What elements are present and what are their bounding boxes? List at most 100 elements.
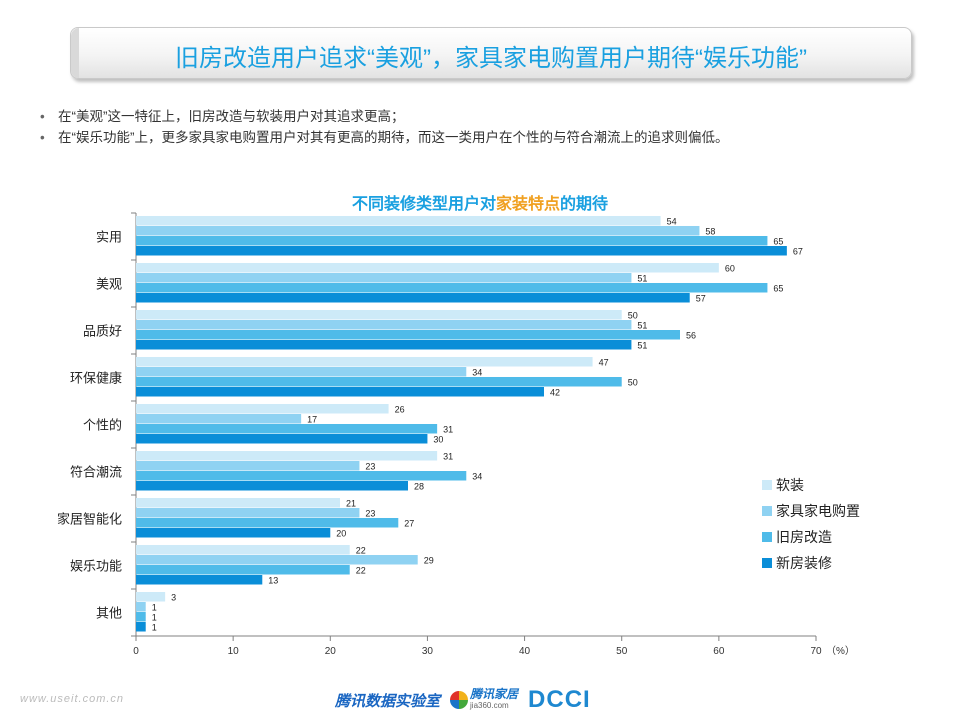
title-bar: 旧房改造用户追求“美观”，家具家电购置用户期待“娱乐功能” — [70, 27, 912, 79]
bar-2 — [136, 602, 146, 612]
bullet-text: 在“娱乐功能”上，更多家具家电购置用户对其有更高的期待，而这一类用户在个性的与符… — [58, 130, 729, 145]
bar-4 — [136, 246, 787, 256]
data-label: 28 — [414, 482, 424, 492]
x-tick-label: 50 — [616, 646, 628, 657]
bar-1 — [136, 357, 593, 367]
tencent-jiaju-logo-icon — [450, 691, 469, 709]
data-label: 67 — [793, 247, 803, 257]
category-label: 美观 — [96, 278, 122, 293]
data-label: 42 — [550, 388, 560, 398]
bar-2 — [136, 508, 360, 518]
bar-4 — [136, 434, 428, 444]
data-label: 60 — [725, 264, 735, 274]
bar-4 — [136, 528, 331, 538]
bar-2 — [136, 320, 632, 330]
bullet-dot: • — [40, 130, 45, 145]
data-label: 1 — [152, 603, 157, 613]
category-label: 其他 — [96, 607, 122, 622]
data-label: 23 — [365, 509, 375, 519]
bar-1 — [136, 216, 661, 226]
data-label: 57 — [696, 294, 706, 304]
legend-swatch — [762, 480, 772, 490]
category-label: 品质好 — [83, 325, 122, 340]
tencent-jiaju-logo-text: 腾讯家居 — [470, 687, 519, 701]
bar-2 — [136, 461, 360, 471]
legend-swatch — [762, 532, 772, 542]
x-tick-label: 70 — [810, 646, 822, 657]
data-label: 23 — [365, 462, 375, 472]
bar-2 — [136, 414, 302, 424]
bar-3 — [136, 518, 399, 528]
chart-title: 不同装修类型用户对家装特点的期待 — [0, 190, 960, 214]
bar-4 — [136, 387, 544, 397]
bar-2 — [136, 226, 700, 236]
data-label: 13 — [268, 576, 278, 586]
x-axis-unit: （%） — [826, 645, 855, 657]
category-label: 家居智能化 — [57, 512, 122, 528]
bar-1 — [136, 263, 719, 273]
data-label: 3 — [171, 593, 176, 603]
footer-website: www.useit.com.cn — [20, 693, 125, 705]
bar-3 — [136, 471, 467, 481]
data-label: 56 — [686, 331, 696, 341]
bar-1 — [136, 498, 340, 508]
bar-1 — [136, 451, 438, 461]
dcci-logo: DCCI — [528, 686, 591, 713]
data-label: 50 — [628, 378, 638, 388]
category-label: 个性的 — [83, 418, 122, 434]
data-label: 51 — [637, 274, 647, 284]
title-accent — [71, 28, 79, 78]
bar-1 — [136, 404, 389, 414]
bar-3 — [136, 330, 680, 340]
bar-3 — [136, 236, 768, 246]
bar-1 — [136, 545, 350, 555]
bar-4 — [136, 340, 632, 350]
bullet-item: • 在“美观”这一特征上，旧房改造与软装用户对其追求更高； — [40, 106, 920, 127]
data-label: 58 — [705, 227, 715, 237]
data-label: 47 — [599, 358, 609, 368]
bar-3 — [136, 565, 350, 575]
bullet-text: 在“美观”这一特征上，旧房改造与软装用户对其追求更高； — [58, 109, 405, 124]
data-label: 51 — [637, 341, 647, 351]
bar-4 — [136, 293, 690, 303]
tencent-jiaju-logo: 腾讯家居 jia360.com — [450, 687, 519, 711]
x-tick-label: 20 — [325, 646, 337, 657]
legend-swatch — [762, 558, 772, 568]
data-label: 50 — [628, 311, 638, 321]
bullet-list: • 在“美观”这一特征上，旧房改造与软装用户对其追求更高； • 在“娱乐功能”上，更… — [40, 106, 920, 148]
bar-3 — [136, 283, 768, 293]
legend-label: 软装 — [776, 478, 804, 494]
data-label: 21 — [346, 499, 356, 509]
legend-label: 新房装修 — [776, 556, 832, 572]
category-label: 娱乐功能 — [70, 560, 122, 575]
data-label: 31 — [443, 452, 453, 462]
bar-2 — [136, 273, 632, 283]
bullet-dot: • — [40, 109, 45, 124]
legend-swatch — [762, 506, 772, 516]
data-label: 34 — [472, 368, 482, 378]
data-label: 65 — [773, 284, 783, 294]
data-label: 17 — [307, 415, 317, 425]
bar-2 — [136, 555, 418, 565]
data-label: 51 — [637, 321, 647, 331]
data-label: 65 — [773, 237, 783, 247]
tencent-data-lab-logo: 腾讯数据实验室 — [335, 692, 441, 710]
data-label: 1 — [152, 623, 157, 633]
x-tick-label: 30 — [422, 646, 434, 657]
data-label: 26 — [395, 405, 405, 415]
data-label: 31 — [443, 425, 453, 435]
data-label: 54 — [667, 217, 677, 227]
legend-label: 家具家电购置 — [776, 503, 860, 520]
bar-2 — [136, 367, 467, 377]
chart-title-part: 不同装修类型用户对 — [351, 196, 496, 213]
x-tick-label: 0 — [133, 646, 139, 657]
data-label: 27 — [404, 519, 414, 529]
bar-3 — [136, 612, 146, 622]
bullet-item: • 在“娱乐功能”上，更多家具家电购置用户对其有更高的期待，而这一类用户在个性的与… — [40, 127, 920, 148]
chart-title-highlight: 家装特点 — [495, 196, 560, 213]
bar-1 — [136, 310, 622, 320]
page-title: 旧房改造用户追求“美观”，家具家电购置用户期待“娱乐功能” — [175, 45, 807, 72]
data-label: 1 — [152, 613, 157, 623]
bar-4 — [136, 575, 263, 585]
